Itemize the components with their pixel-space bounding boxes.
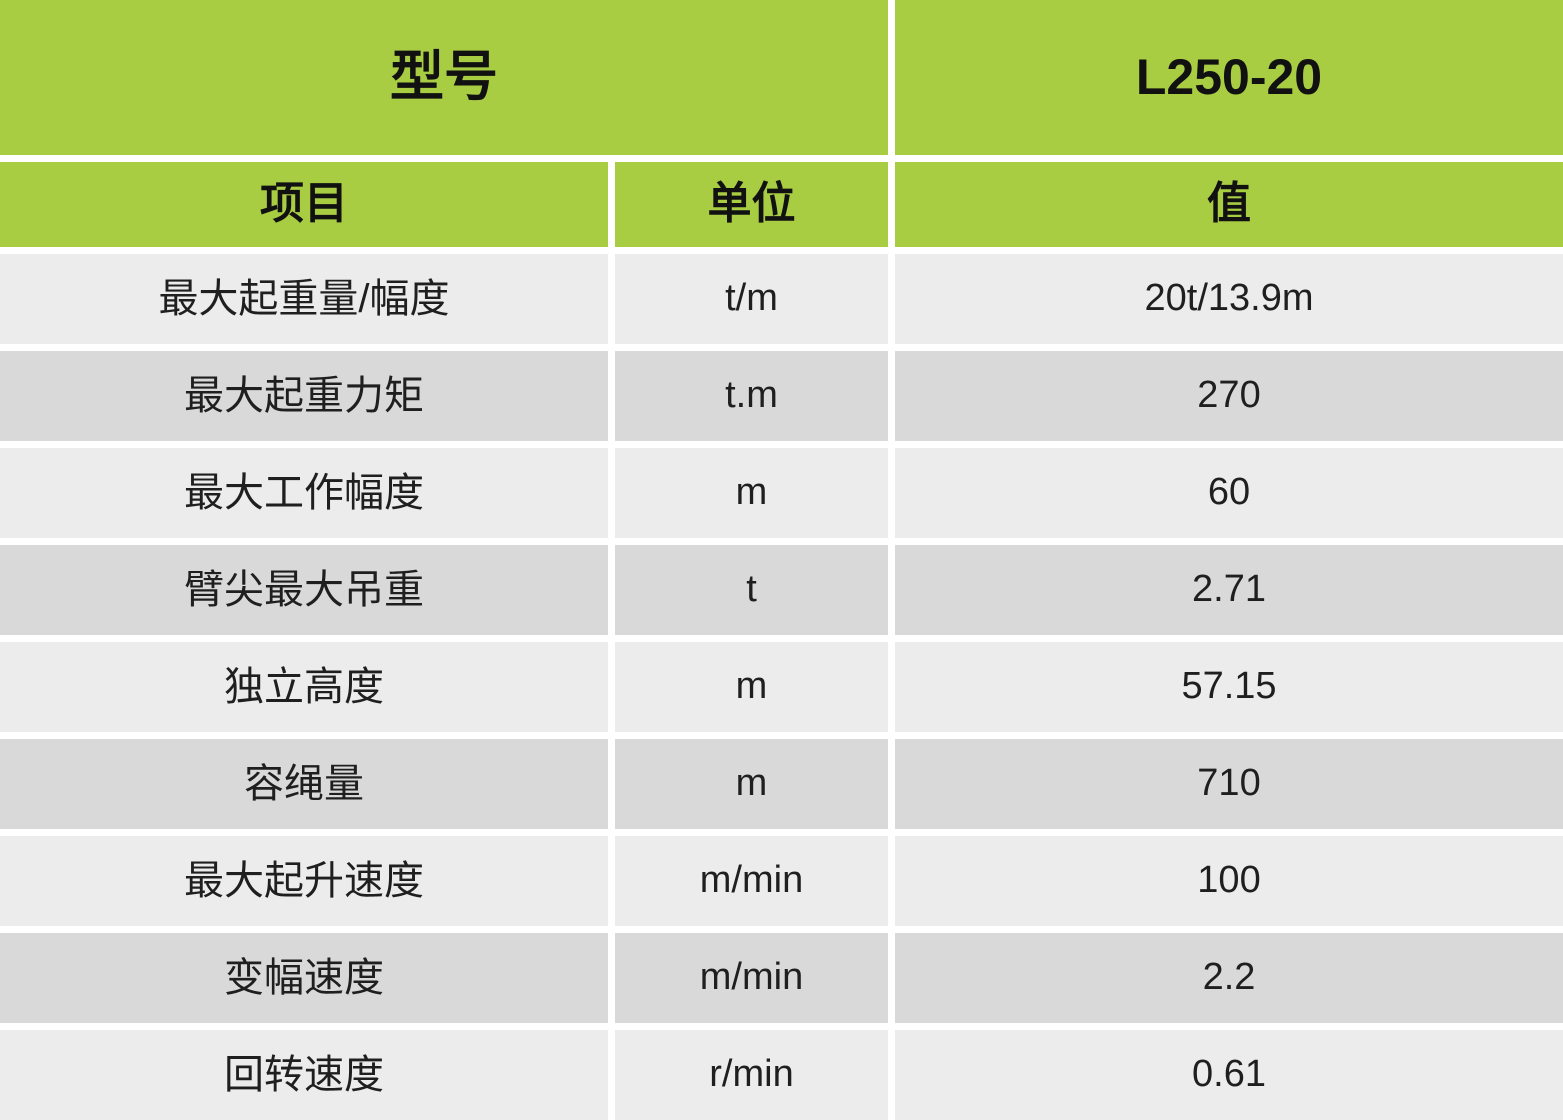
table-row-unit: m — [615, 642, 888, 732]
table-row-unit: t — [615, 545, 888, 635]
table-row-item: 最大工作幅度 — [0, 448, 608, 538]
column-header-value: 值 — [895, 162, 1563, 247]
table-row-value: 57.15 — [895, 642, 1563, 732]
table-row-item: 最大起重力矩 — [0, 351, 608, 441]
table-row-item: 最大起重量/幅度 — [0, 254, 608, 344]
table-row-unit: m/min — [615, 933, 888, 1023]
table-row-unit: t.m — [615, 351, 888, 441]
table-row-value: 2.71 — [895, 545, 1563, 635]
table-row-unit: m/min — [615, 836, 888, 926]
table-row-value: 270 — [895, 351, 1563, 441]
table-row-value: 2.2 — [895, 933, 1563, 1023]
table-row-unit: m — [615, 739, 888, 829]
table-row-unit: m — [615, 448, 888, 538]
table-row-unit: r/min — [615, 1030, 888, 1120]
model-header-value: L250-20 — [895, 0, 1563, 155]
table-row-value: 60 — [895, 448, 1563, 538]
table-row-value: 20t/13.9m — [895, 254, 1563, 344]
table-row-value: 100 — [895, 836, 1563, 926]
table-row-item: 独立高度 — [0, 642, 608, 732]
table-row-item: 最大起升速度 — [0, 836, 608, 926]
column-header-item: 项目 — [0, 162, 608, 247]
table-row-unit: t/m — [615, 254, 888, 344]
table-row-item: 变幅速度 — [0, 933, 608, 1023]
table-row-item: 回转速度 — [0, 1030, 608, 1120]
table-row-item: 臂尖最大吊重 — [0, 545, 608, 635]
column-header-unit: 单位 — [615, 162, 888, 247]
model-header-label: 型号 — [0, 0, 888, 155]
table-row-value: 710 — [895, 739, 1563, 829]
table-row-value: 0.61 — [895, 1030, 1563, 1120]
table-row-item: 容绳量 — [0, 739, 608, 829]
